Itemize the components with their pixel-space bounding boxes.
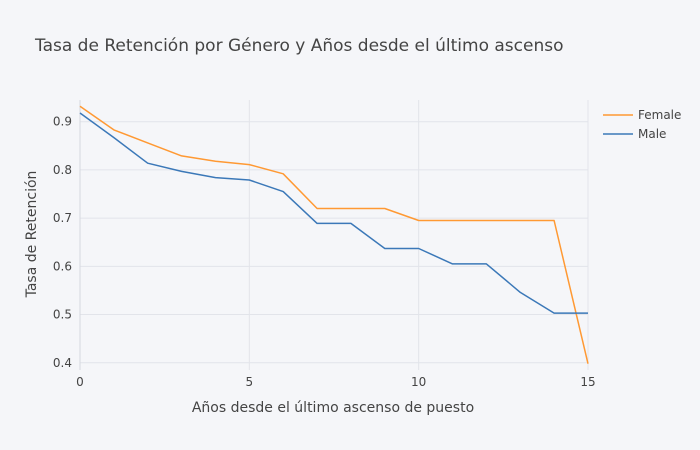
x-tick-label: 0	[76, 375, 84, 389]
legend-label: Male	[638, 127, 666, 141]
y-tick-label: 0.6	[53, 259, 72, 273]
x-axis-title: Años desde el último ascenso de puesto	[192, 400, 474, 416]
legend-label: Female	[638, 108, 681, 122]
series-line-female	[79, 105, 589, 364]
y-tick-label: 0.7	[53, 211, 72, 225]
series-lines	[79, 105, 589, 364]
y-axis-title: Tasa de Retención	[24, 171, 40, 299]
x-tick-label: 5	[246, 375, 254, 389]
series-line-male	[79, 112, 588, 314]
x-tick-label: 15	[580, 375, 595, 389]
y-tick-label: 0.9	[53, 115, 72, 129]
x-tick-label: 10	[411, 375, 426, 389]
legend[interactable]: Female Male	[603, 108, 681, 141]
chart-title: Tasa de Retención por Género y Años desd…	[34, 36, 564, 56]
y-tick-label: 0.5	[53, 308, 72, 322]
y-tick-label: 0.8	[53, 163, 72, 177]
legend-item-male[interactable]: Male	[603, 127, 666, 141]
grid-lines	[79, 100, 589, 370]
x-axis-ticks: 0 5 10 15	[76, 375, 595, 389]
legend-item-female[interactable]: Female	[603, 108, 681, 122]
y-axis-ticks: 0.4 0.5 0.6 0.7 0.8 0.9	[53, 115, 72, 370]
y-tick-label: 0.4	[53, 356, 72, 370]
